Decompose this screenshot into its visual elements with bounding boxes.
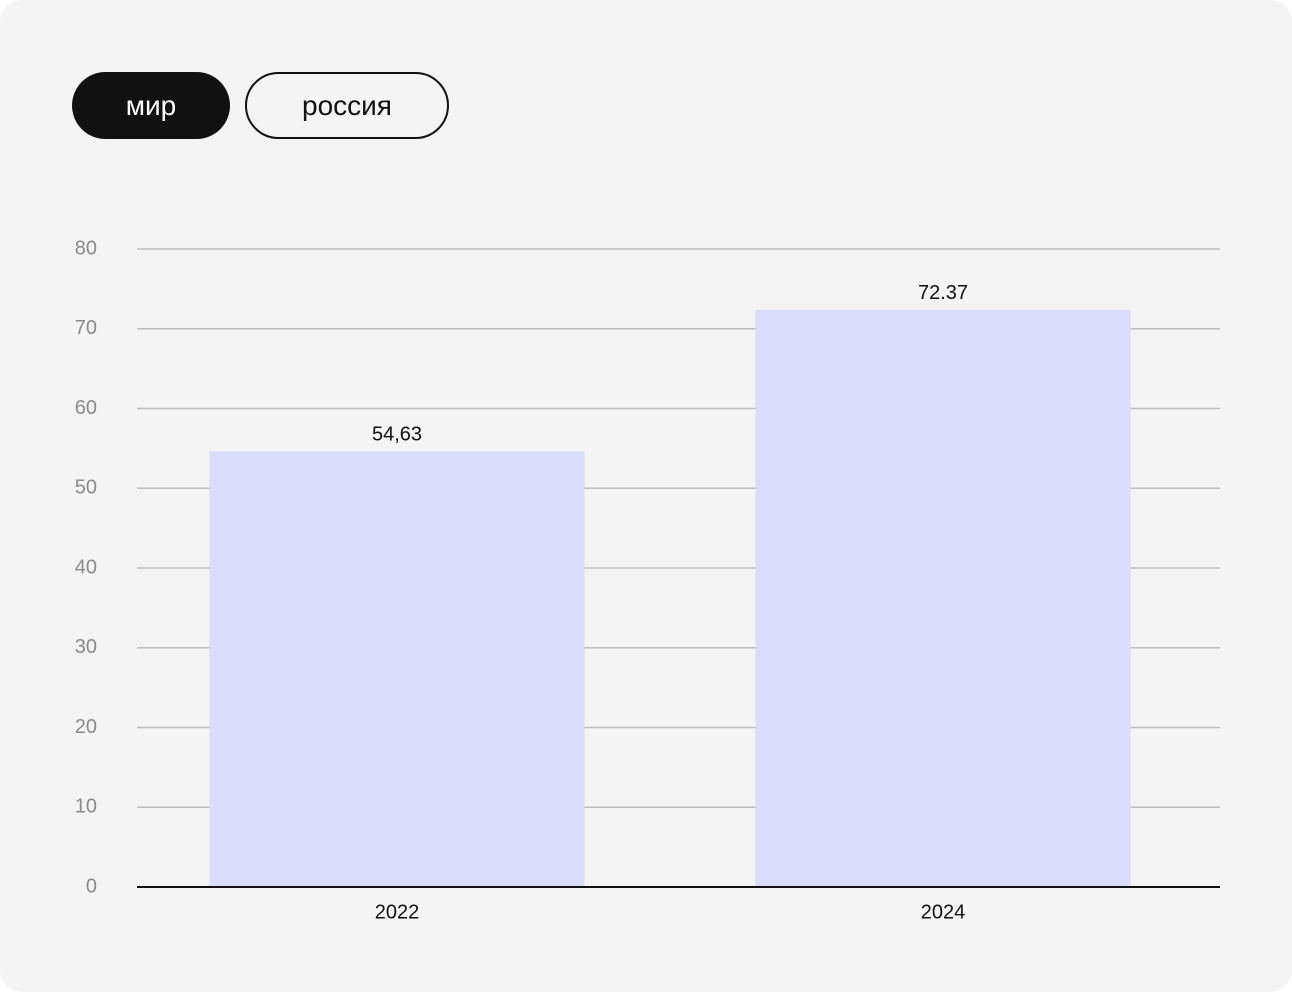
y-tick-label: 50 — [75, 477, 97, 499]
y-tick-label: 80 — [75, 237, 97, 259]
x-tick-label: 2022 — [375, 901, 420, 923]
tab-active[interactable]: мир — [72, 72, 230, 139]
y-tick-label: 30 — [75, 636, 97, 658]
y-tick-label: 10 — [75, 796, 97, 818]
value-label: 72.37 — [918, 282, 968, 304]
value-label: 54,63 — [372, 424, 422, 446]
y-tick-label: 60 — [75, 397, 97, 419]
y-tick-label: 20 — [75, 716, 97, 738]
tab[interactable]: россия — [245, 72, 449, 139]
x-tick-label: 2024 — [921, 901, 966, 923]
bar — [755, 309, 1131, 887]
y-tick-label: 40 — [75, 556, 97, 578]
y-tick-label: 0 — [86, 875, 97, 897]
bar — [209, 451, 585, 887]
y-tick-label: 70 — [75, 317, 97, 339]
